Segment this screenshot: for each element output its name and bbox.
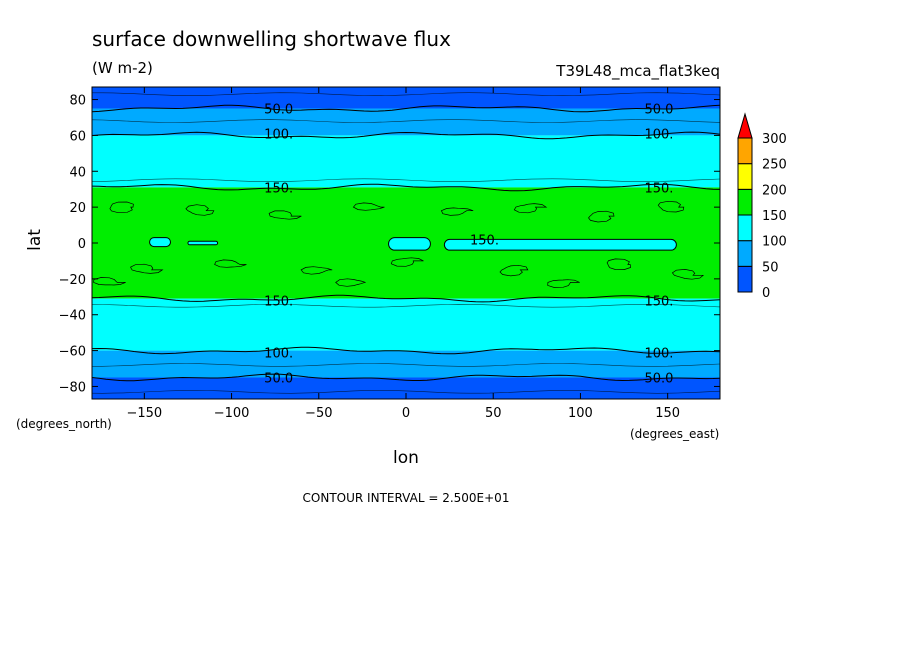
equatorial-patch-3 bbox=[187, 240, 219, 246]
colorbar-label-1: 50 bbox=[762, 260, 779, 275]
contour-line-0 bbox=[91, 104, 721, 113]
plot-area: 50.0 50.0 100. 100. 150. 150. 150. 150. 150. 100.… bbox=[91, 86, 721, 400]
tropical-contour-3 bbox=[352, 202, 385, 211]
contour-line-4 bbox=[91, 346, 721, 355]
tropical-contour-8 bbox=[130, 263, 164, 274]
minor-contour-5 bbox=[91, 390, 721, 394]
tropical-contour-16 bbox=[335, 278, 366, 287]
minor-contour-1 bbox=[91, 178, 721, 183]
contour-label-5: 150. bbox=[644, 181, 673, 196]
x-axis: −150 −100 −50 0 50 100 150 bbox=[126, 87, 680, 421]
dataset-label: T39L48_mca_flat3keq bbox=[555, 62, 720, 81]
y-tick-label-5: 20 bbox=[69, 201, 86, 216]
colorbar-label-4: 200 bbox=[762, 183, 787, 198]
tropical-contour-6 bbox=[588, 210, 615, 223]
contour-label-7: 150. bbox=[264, 294, 293, 309]
colorbar-arrow bbox=[737, 112, 753, 139]
tropical-contour-17 bbox=[547, 279, 580, 288]
tropical-contour-9 bbox=[214, 259, 247, 268]
y-units-label: (degrees_north) bbox=[16, 417, 112, 431]
equatorial-patch-1 bbox=[443, 238, 677, 251]
chart-units: (W m-2) bbox=[92, 59, 153, 77]
colorbar-label-3: 150 bbox=[762, 209, 787, 224]
lat-band-0 bbox=[92, 87, 720, 109]
y-axis-label: lat bbox=[25, 229, 45, 251]
contour-line-2 bbox=[91, 183, 721, 192]
x-tick-label-5: 100 bbox=[568, 406, 593, 421]
contour-interval-footer: CONTOUR INTERVAL = 2.500E+01 bbox=[303, 491, 510, 505]
x-tick-label-3: 0 bbox=[402, 406, 410, 421]
tropical-contour-4 bbox=[440, 207, 474, 216]
y-tick-label-8: 80 bbox=[69, 94, 86, 109]
colorbar-label-5: 250 bbox=[762, 158, 787, 173]
tropical-contour-12 bbox=[499, 264, 529, 277]
colorbar-label-2: 100 bbox=[762, 235, 787, 250]
colorbar-segment-5 bbox=[737, 137, 753, 165]
contour-line-1 bbox=[91, 131, 721, 140]
colorbar-label-6: 300 bbox=[762, 132, 787, 147]
colorbar-segment-2 bbox=[737, 214, 753, 242]
tropical-contour-2 bbox=[268, 210, 302, 220]
tropical-contour-0 bbox=[109, 201, 134, 214]
contour-label-6: 150. bbox=[470, 233, 499, 248]
colorbar: 0 50 100 150 200 250 300 bbox=[737, 112, 787, 301]
colorbar-segment-3 bbox=[737, 188, 753, 216]
tropical-contour-14 bbox=[671, 269, 705, 280]
colorbar-segment-0 bbox=[737, 265, 753, 293]
y-tick-label-4: 0 bbox=[78, 237, 86, 252]
tropical-contour-15 bbox=[93, 277, 126, 286]
lat-band-1 bbox=[92, 108, 720, 136]
lat-band-2 bbox=[92, 135, 720, 188]
x-units-label: (degrees_east) bbox=[630, 427, 719, 441]
contour-label-2: 100. bbox=[264, 128, 293, 143]
y-tick-label-6: 40 bbox=[69, 165, 86, 180]
tropical-contour-7 bbox=[657, 200, 685, 213]
x-tick-label-0: −150 bbox=[126, 406, 162, 421]
y-tick-label-3: −20 bbox=[59, 273, 86, 288]
y-tick-label-7: 60 bbox=[69, 129, 86, 144]
colorbar-segment-4 bbox=[737, 163, 753, 190]
y-tick-label-0: −80 bbox=[59, 380, 86, 395]
x-tick-label-4: 50 bbox=[485, 406, 502, 421]
contour-line-3 bbox=[91, 294, 721, 303]
x-tick-label-2: −50 bbox=[305, 406, 332, 421]
contour-label-3: 100. bbox=[644, 128, 673, 143]
contour-label-1: 50.0 bbox=[644, 103, 673, 118]
contour-label-9: 100. bbox=[264, 346, 293, 361]
tropical-contour-1 bbox=[185, 204, 215, 216]
x-tick-label-6: 150 bbox=[655, 406, 680, 421]
colorbar-segment-1 bbox=[737, 240, 753, 267]
minor-contour-0 bbox=[91, 119, 721, 123]
y-tick-label-2: −40 bbox=[59, 309, 86, 324]
y-tick-label-1: −60 bbox=[59, 345, 86, 360]
tropical-contour-5 bbox=[513, 203, 548, 214]
contour-line-5 bbox=[91, 373, 721, 382]
minor-contour-4 bbox=[92, 92, 721, 96]
contour-label-8: 150. bbox=[644, 294, 673, 309]
chart-title: surface downwelling shortwave flux bbox=[92, 27, 451, 51]
equatorial-patch-2 bbox=[149, 237, 171, 248]
y-axis: −80 −60 −40 −20 0 20 40 60 80 bbox=[59, 94, 720, 395]
equatorial-patch-0 bbox=[388, 237, 431, 251]
tropical-contour-13 bbox=[606, 258, 631, 270]
tropical-contour-10 bbox=[300, 266, 333, 275]
minor-contour-2 bbox=[91, 303, 721, 308]
contour-label-12: 50.0 bbox=[644, 371, 673, 386]
tropical-contour-11 bbox=[390, 257, 424, 267]
minor-contour-3 bbox=[91, 363, 721, 367]
colorbar-label-0: 0 bbox=[762, 286, 770, 301]
x-axis-label: lon bbox=[393, 448, 419, 468]
contour-label-0: 50.0 bbox=[264, 103, 293, 118]
x-tick-label-1: −100 bbox=[214, 406, 250, 421]
contour-label-10: 100. bbox=[644, 346, 673, 361]
contour-label-4: 150. bbox=[264, 181, 293, 196]
lat-band-6 bbox=[92, 377, 720, 399]
contour-label-11: 50.0 bbox=[264, 371, 293, 386]
